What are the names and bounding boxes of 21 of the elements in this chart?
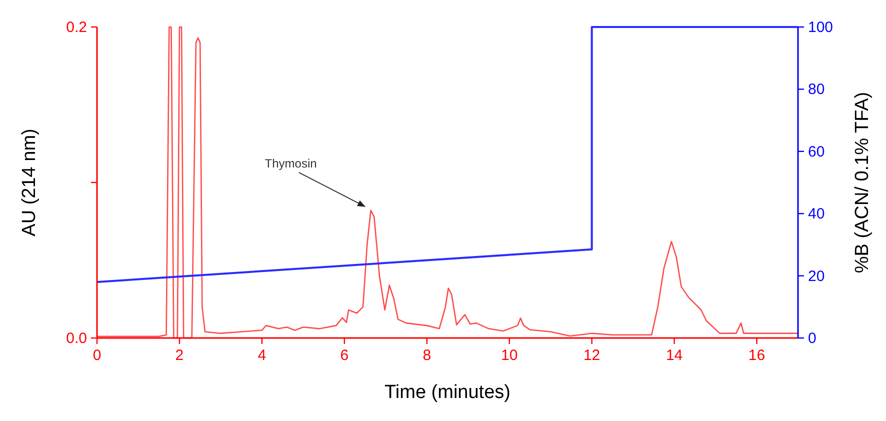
x-tick-label: 16: [748, 347, 766, 364]
y2-tick-label: 60: [808, 143, 825, 160]
y2-tick-label: 100: [808, 19, 834, 36]
y-tick-label: 0.2: [66, 19, 87, 36]
annotation: Thymosin: [264, 156, 317, 170]
y2-axis-title: %B (ACN/ 0.1% TFA): [852, 92, 873, 274]
x-tick-label: 0: [92, 347, 102, 364]
y-tick-label: 0.0: [66, 330, 87, 347]
x-tick-label: 8: [422, 347, 432, 364]
y2-tick-label: 0: [808, 330, 816, 347]
y2-tick-label: 20: [808, 268, 825, 285]
x-tick-label: 2: [175, 347, 184, 364]
x-axis-title: Time (minutes): [384, 382, 510, 403]
y2-tick-label: 80: [808, 81, 825, 98]
x-tick-label: 12: [583, 347, 600, 364]
x-tick-label: 6: [340, 347, 349, 364]
x-tick-label: 14: [666, 347, 683, 364]
y2-tick-label: 40: [808, 206, 825, 223]
x-tick-label: 10: [501, 347, 518, 364]
y-axis-title: AU (214 nm): [19, 128, 40, 236]
x-tick-label: 4: [258, 347, 266, 364]
